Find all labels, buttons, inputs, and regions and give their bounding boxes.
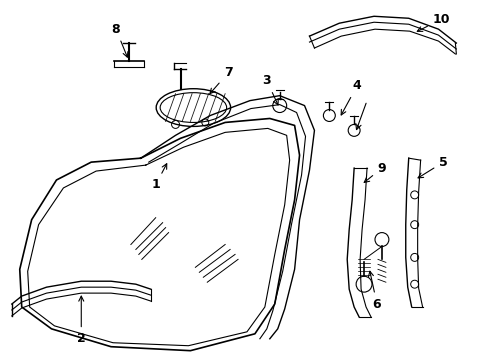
Text: 8: 8 bbox=[111, 23, 127, 57]
Text: 10: 10 bbox=[416, 13, 449, 31]
Text: 5: 5 bbox=[417, 156, 447, 178]
Text: 1: 1 bbox=[151, 164, 166, 192]
Text: 4: 4 bbox=[341, 79, 361, 115]
Text: 6: 6 bbox=[368, 271, 381, 311]
Text: 7: 7 bbox=[209, 66, 232, 94]
Text: 2: 2 bbox=[77, 296, 85, 345]
Text: 9: 9 bbox=[364, 162, 386, 183]
Text: 3: 3 bbox=[262, 74, 278, 105]
